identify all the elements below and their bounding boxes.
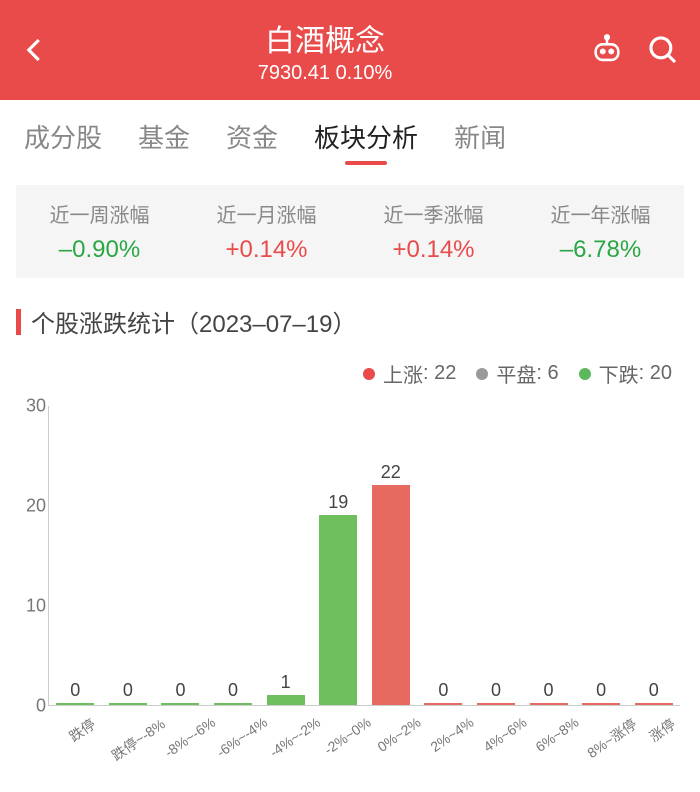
period-cell-2: 近一季涨幅 +0.14% xyxy=(350,199,517,264)
tab-0[interactable]: 成分股 xyxy=(24,118,102,165)
period-stats: 近一周涨幅–0.90%近一月涨幅+0.14%近一季涨幅+0.14%近一年涨幅–6… xyxy=(16,185,684,278)
bar-rect xyxy=(109,703,147,705)
bar-value-label: 0 xyxy=(596,680,606,701)
period-value: –6.78% xyxy=(517,236,684,264)
section-accent-bar xyxy=(16,309,21,335)
y-tick: 0 xyxy=(36,696,46,717)
bar-rect xyxy=(214,703,252,705)
chart-plot: 0 0 0 0 1 19 22 0 0 0 0 0 xyxy=(48,406,680,706)
section-title: 个股涨跌统计（2023–07–19） xyxy=(31,304,356,339)
bar-rect xyxy=(372,485,410,705)
bar-rect xyxy=(424,703,462,705)
section-header: 个股涨跌统计（2023–07–19） xyxy=(0,298,700,359)
legend-down: 下跌: 20 xyxy=(579,359,672,388)
x-label: 6%~8% xyxy=(533,714,582,755)
legend-up: 上涨: 22 xyxy=(363,359,456,388)
bar-1: 0 xyxy=(109,680,147,705)
bar-4: 1 xyxy=(267,672,305,705)
x-label: -2%~0% xyxy=(321,714,374,758)
y-axis: 0102030 xyxy=(10,406,46,706)
bar-value-label: 1 xyxy=(281,672,291,693)
bar-value-label: 0 xyxy=(544,680,554,701)
x-label: 8%~涨停 xyxy=(583,714,641,763)
back-button[interactable] xyxy=(20,35,60,65)
period-value: +0.14% xyxy=(183,236,350,264)
bar-value-label: 19 xyxy=(328,492,348,513)
bar-6: 22 xyxy=(372,462,410,705)
legend-flat: 平盘: 6 xyxy=(476,359,558,388)
period-value: –0.90% xyxy=(16,236,183,264)
x-label: -6%~-4% xyxy=(214,714,271,760)
search-icon[interactable] xyxy=(646,33,680,67)
x-label: 跌停~-8% xyxy=(108,714,170,765)
bar-10: 0 xyxy=(582,680,620,705)
bar-5: 19 xyxy=(319,492,357,705)
period-label: 近一周涨幅 xyxy=(16,199,183,228)
bar-value-label: 0 xyxy=(175,680,185,701)
bar-rect xyxy=(530,703,568,705)
bar-rect xyxy=(56,703,94,705)
x-label: -4%~-2% xyxy=(266,714,323,760)
bar-0: 0 xyxy=(56,680,94,705)
dot-flat-icon xyxy=(476,368,488,380)
y-tick: 20 xyxy=(26,496,46,517)
bar-rect xyxy=(477,703,515,705)
tab-3[interactable]: 板块分析 xyxy=(314,118,418,165)
chart-legend: 上涨: 22 平盘: 6 下跌: 20 xyxy=(0,359,700,406)
bar-value-label: 0 xyxy=(438,680,448,701)
bar-9: 0 xyxy=(530,680,568,705)
header-actions xyxy=(590,33,680,67)
bar-3: 0 xyxy=(214,680,252,705)
bar-value-label: 0 xyxy=(70,680,80,701)
period-cell-3: 近一年涨幅 –6.78% xyxy=(517,199,684,264)
x-label: 2%~4% xyxy=(427,714,476,755)
bar-rect xyxy=(635,703,673,705)
x-label: 4%~6% xyxy=(480,714,529,755)
page-title: 白酒概念 xyxy=(60,16,590,60)
bar-value-label: 0 xyxy=(123,680,133,701)
bar-2: 0 xyxy=(161,680,199,705)
x-label: -8%~-6% xyxy=(161,714,218,760)
distribution-chart: 0102030 00001192200000 跌停跌停~-8%-8%~-6%-6… xyxy=(48,406,680,766)
bar-rect xyxy=(582,703,620,705)
x-label: 涨停 xyxy=(645,714,679,746)
tab-1[interactable]: 基金 xyxy=(138,118,190,165)
bar-value-label: 0 xyxy=(491,680,501,701)
period-label: 近一月涨幅 xyxy=(183,199,350,228)
y-tick: 30 xyxy=(26,396,46,417)
index-change: 0.10% xyxy=(336,62,393,84)
bar-7: 0 xyxy=(424,680,462,705)
period-label: 近一季涨幅 xyxy=(350,199,517,228)
chevron-left-icon xyxy=(20,35,50,65)
dot-up-icon xyxy=(363,368,375,380)
header-subtitle: 7930.41 0.10% xyxy=(60,62,590,85)
x-axis: 跌停跌停~-8%-8%~-6%-6%~-4%-4%~-2%-2%~0%0%~2%… xyxy=(48,706,680,766)
y-tick: 10 xyxy=(26,596,46,617)
index-value: 7930.41 xyxy=(258,62,330,84)
tab-4[interactable]: 新闻 xyxy=(454,118,506,165)
header: 白酒概念 7930.41 0.10% xyxy=(0,0,700,100)
tabs: 成分股基金资金板块分析新闻 xyxy=(0,100,700,177)
bar-rect xyxy=(319,515,357,705)
bar-value-label: 22 xyxy=(381,462,401,483)
tab-2[interactable]: 资金 xyxy=(226,118,278,165)
bar-8: 0 xyxy=(477,680,515,705)
header-center: 白酒概念 7930.41 0.10% xyxy=(60,16,590,85)
period-cell-0: 近一周涨幅 –0.90% xyxy=(16,199,183,264)
period-label: 近一年涨幅 xyxy=(517,199,684,228)
bar-rect xyxy=(267,695,305,705)
bar-value-label: 0 xyxy=(228,680,238,701)
x-label: 跌停 xyxy=(65,714,99,746)
dot-down-icon xyxy=(579,368,591,380)
bar-rect xyxy=(161,703,199,705)
period-value: +0.14% xyxy=(350,236,517,264)
x-label: 0%~2% xyxy=(375,714,424,755)
period-cell-1: 近一月涨幅 +0.14% xyxy=(183,199,350,264)
bar-11: 0 xyxy=(635,680,673,705)
robot-icon[interactable] xyxy=(590,33,624,67)
bar-value-label: 0 xyxy=(649,680,659,701)
